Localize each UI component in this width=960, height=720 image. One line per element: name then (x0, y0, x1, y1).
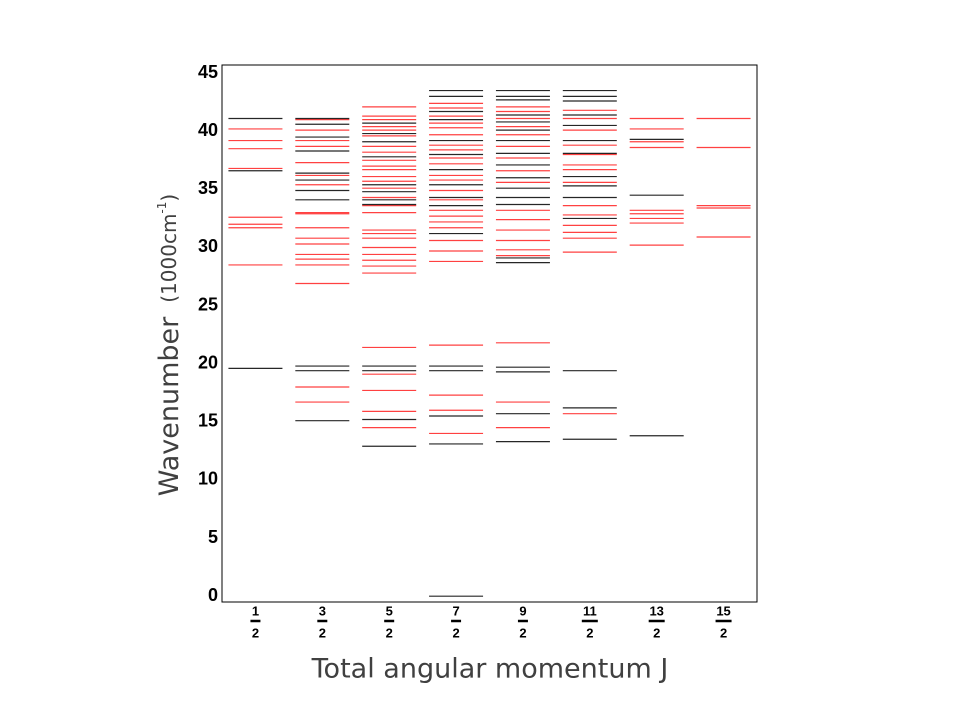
y-tick-label: 45 (198, 62, 218, 82)
x-tick-numerator: 7 (452, 603, 459, 618)
x-tick-numerator: 1 (252, 603, 259, 618)
y-axis-title-sup: -1 (155, 202, 169, 214)
x-tick-numerator: 3 (319, 603, 326, 618)
y-axis-title-unit: (1000cm (157, 214, 181, 303)
x-tick-denominator: 2 (452, 625, 459, 640)
y-tick-label: 40 (198, 120, 218, 140)
x-tick-numerator: 5 (386, 603, 393, 618)
x-axis-title: Total angular momentum J (311, 654, 669, 685)
y-axis-title-close: ) (157, 194, 181, 202)
x-tick-denominator: 2 (519, 625, 526, 640)
y-tick-label: 25 (198, 294, 218, 314)
x-tick-denominator: 2 (720, 625, 727, 640)
x-tick-denominator: 2 (386, 625, 393, 640)
y-tick-label: 35 (198, 178, 218, 198)
x-tick-numerator: 15 (716, 603, 730, 618)
x-tick-denominator: 2 (653, 625, 660, 640)
y-tick-label: 30 (198, 236, 218, 256)
y-tick-label: 10 (198, 469, 218, 489)
y-axis-title: Wavenumber (1000cm-1) (154, 194, 185, 496)
x-tick-denominator: 2 (252, 625, 259, 640)
plot-frame (221, 64, 758, 603)
y-tick-label: 0 (208, 585, 218, 605)
x-tick-numerator: 13 (649, 603, 663, 618)
y-axis-title-main: Wavenumber (154, 316, 185, 496)
x-tick-numerator: 9 (519, 603, 526, 618)
y-tick-label: 5 (208, 527, 218, 547)
x-tick-denominator: 2 (586, 625, 593, 640)
x-tick-denominator: 2 (319, 625, 326, 640)
x-tick-numerator: 11 (583, 603, 597, 618)
y-tick-label: 15 (198, 411, 218, 431)
y-tick-label: 20 (198, 352, 218, 372)
